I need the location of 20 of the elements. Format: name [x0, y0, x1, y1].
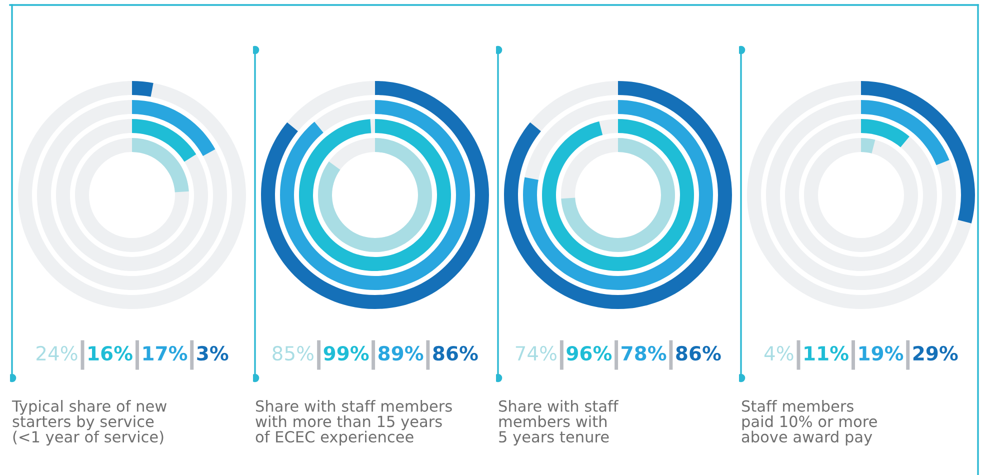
data-label: 86% — [433, 346, 478, 361]
data-label: 4% — [764, 346, 794, 361]
text: Share with staff members with 5 years tenure — [499, 400, 619, 446]
data-label: 96% — [566, 346, 612, 361]
data-label: 78% — [622, 346, 666, 361]
data-label: 86% — [676, 346, 721, 361]
text: Staff members paid 10% or more above award pay — [742, 400, 877, 446]
data-label: 11% — [804, 346, 848, 361]
text: Share with staff members with more than 15 years of ECEC experiencee — [256, 400, 452, 446]
data-label: 85% — [272, 346, 314, 361]
data-label: 99% — [324, 346, 369, 361]
data-label: 89% — [378, 346, 424, 361]
data-label: 24% — [36, 346, 78, 361]
data-label: 3% — [197, 346, 228, 361]
data-label: 74% — [516, 346, 556, 361]
data-label: 19% — [859, 346, 904, 361]
data-label: 17% — [143, 346, 188, 361]
text: Typical share of new starters by service (<1 year of service) — [12, 400, 167, 446]
data-label: 16% — [88, 346, 132, 361]
data-label: 29% — [913, 346, 958, 361]
